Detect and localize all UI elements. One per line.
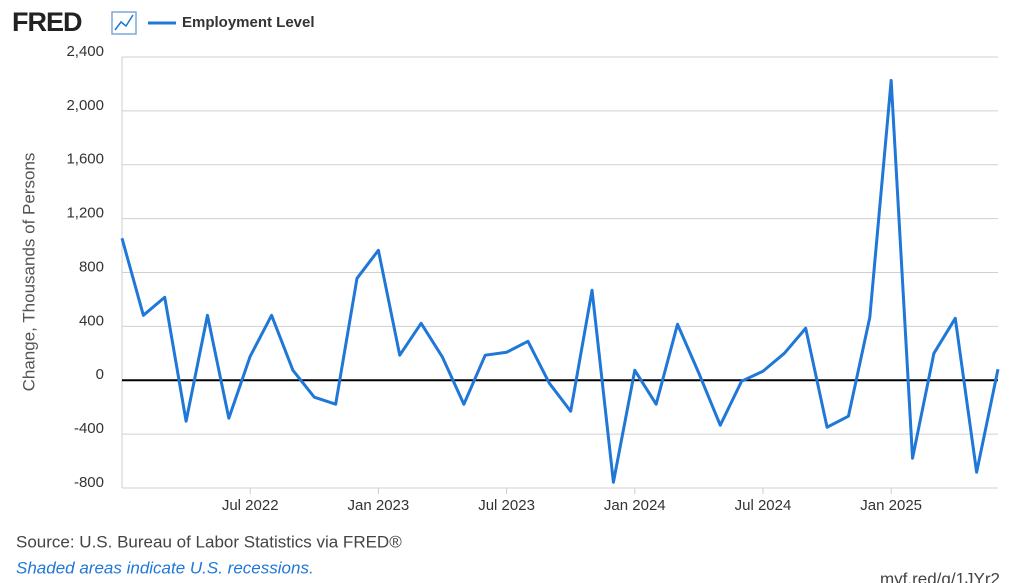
y-tick-label: -400 bbox=[74, 420, 104, 437]
source: Source: U.S. Bureau of Labor Statistics … bbox=[16, 532, 402, 551]
logo-icon-line bbox=[114, 14, 134, 31]
x-tick-label: Jul 2022 bbox=[222, 497, 279, 514]
y-axis-label: Change, Thousands of Persons bbox=[19, 153, 38, 392]
y-tick-label: 1,200 bbox=[66, 205, 104, 222]
y-tick-label: 400 bbox=[79, 312, 104, 329]
data-line bbox=[120, 78, 1000, 484]
logo-icon bbox=[111, 11, 137, 35]
y-tick-label: 800 bbox=[79, 258, 104, 275]
y-tick-label: 2,400 bbox=[66, 43, 104, 60]
x-tick-label: Jan 2024 bbox=[604, 497, 666, 514]
x-tick-label: Jan 2025 bbox=[860, 497, 922, 514]
y-tick-label: 2,000 bbox=[66, 97, 104, 114]
legend-label: Employment Level bbox=[182, 14, 315, 31]
url: myf.red/g/1JYr2 bbox=[880, 569, 1000, 583]
logo: FRED bbox=[12, 7, 82, 37]
x-tick-label: Jan 2023 bbox=[348, 497, 410, 514]
y-tick-label: 0 bbox=[96, 366, 104, 383]
y-tick-label: -800 bbox=[74, 474, 104, 491]
x-tick-label: Jul 2023 bbox=[478, 497, 535, 514]
y-tick-label: 1,600 bbox=[66, 151, 104, 168]
note: Shaded areas indicate U.S. recessions. bbox=[16, 558, 314, 577]
x-tick-label: Jul 2024 bbox=[735, 497, 792, 514]
